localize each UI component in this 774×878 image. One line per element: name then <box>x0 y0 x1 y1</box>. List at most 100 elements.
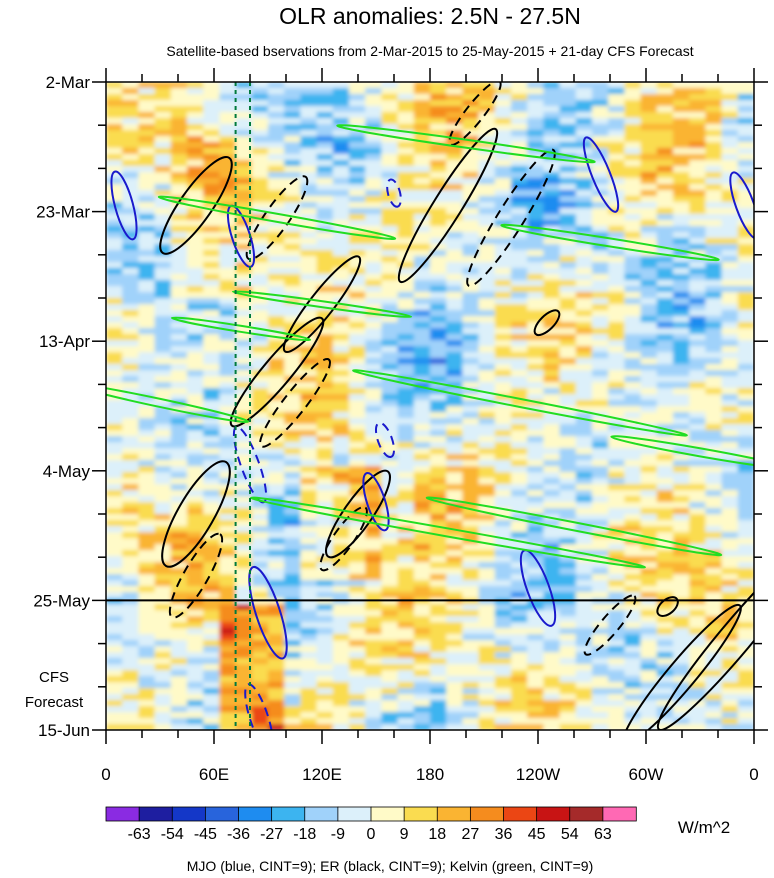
olr-cell <box>462 250 480 257</box>
olr-cell <box>705 178 723 185</box>
olr-cell <box>430 196 447 203</box>
olr-cell <box>494 610 512 617</box>
olr-cell <box>203 316 220 323</box>
olr-cell <box>575 472 593 479</box>
olr-cell <box>559 112 577 119</box>
olr-cell <box>494 88 512 95</box>
olr-cell <box>640 316 658 323</box>
olr-cell <box>154 310 172 317</box>
olr-cell <box>559 370 577 377</box>
olr-cell <box>251 232 269 239</box>
olr-cell <box>462 718 480 725</box>
olr-cell <box>203 184 220 191</box>
olr-cell <box>284 604 301 611</box>
olr-cell <box>446 496 463 503</box>
olr-cell <box>527 364 544 371</box>
olr-cell <box>689 88 706 95</box>
olr-cell <box>592 310 609 317</box>
olr-cell <box>721 556 739 563</box>
olr-cell <box>122 178 139 185</box>
olr-cell <box>187 664 204 671</box>
olr-cell <box>737 316 754 323</box>
olr-cell <box>203 256 220 263</box>
olr-cell <box>284 382 301 389</box>
olr-cell <box>511 298 528 305</box>
olr-cell <box>268 82 285 89</box>
colorbar-label: 18 <box>428 826 446 843</box>
olr-cell <box>462 328 480 335</box>
olr-cell <box>154 496 172 503</box>
olr-cell <box>575 688 593 695</box>
olr-cell <box>332 328 350 335</box>
olr-cell <box>397 694 415 701</box>
olr-cell <box>446 220 463 227</box>
olr-cell <box>592 436 609 443</box>
olr-cell <box>527 484 544 491</box>
olr-cell <box>381 670 399 677</box>
olr-cell <box>494 460 512 467</box>
olr-cell <box>170 196 188 203</box>
olr-cell <box>721 658 739 665</box>
olr-cell <box>575 454 593 461</box>
olr-cell <box>430 712 447 719</box>
olr-cell <box>365 604 382 611</box>
olr-cell <box>251 382 269 389</box>
olr-cell <box>478 286 496 293</box>
olr-cell <box>689 292 706 299</box>
olr-cell <box>673 664 690 671</box>
olr-cell <box>575 118 593 125</box>
olr-cell <box>608 478 625 485</box>
olr-cell <box>349 346 366 353</box>
olr-cell <box>170 694 188 701</box>
olr-cell <box>511 586 528 593</box>
olr-cell <box>656 274 674 281</box>
olr-cell <box>106 520 123 527</box>
olr-cell <box>154 124 172 131</box>
olr-cell <box>170 88 188 95</box>
olr-cell <box>365 568 382 575</box>
olr-cell <box>494 508 512 515</box>
olr-cell <box>446 400 463 407</box>
olr-cell <box>640 232 658 239</box>
olr-cell <box>381 406 399 413</box>
olr-cell <box>365 250 382 257</box>
olr-cell <box>575 616 593 623</box>
olr-cell <box>332 628 350 635</box>
olr-cell <box>673 262 690 269</box>
olr-cell <box>332 166 350 173</box>
olr-cell <box>543 316 561 323</box>
olr-cell <box>251 280 269 287</box>
olr-cell <box>430 478 447 485</box>
olr-cell <box>624 358 642 365</box>
olr-cell <box>187 556 204 563</box>
olr-cell <box>235 160 253 167</box>
olr-cell <box>332 454 350 461</box>
olr-cell <box>478 478 496 485</box>
olr-cell <box>381 676 399 683</box>
olr-cell <box>624 676 642 683</box>
olr-cell <box>187 532 204 539</box>
olr-cell <box>284 154 301 161</box>
olr-cell <box>187 394 204 401</box>
olr-cell <box>624 466 642 473</box>
olr-cell <box>187 154 204 161</box>
olr-cell <box>154 478 172 485</box>
olr-cell <box>608 508 625 515</box>
olr-cell <box>689 226 706 233</box>
olr-cell <box>559 670 577 677</box>
olr-cell <box>332 592 350 599</box>
olr-cell <box>494 256 512 263</box>
olr-cell <box>219 694 237 701</box>
olr-cell <box>106 376 123 383</box>
olr-cell <box>462 442 480 449</box>
olr-cell <box>122 520 139 527</box>
olr-cell <box>268 622 285 629</box>
olr-cell <box>138 106 156 113</box>
olr-cell <box>170 712 188 719</box>
olr-cell <box>430 664 447 671</box>
olr-cell <box>122 280 139 287</box>
olr-cell <box>462 532 480 539</box>
olr-cell <box>446 154 463 161</box>
olr-cell <box>349 412 366 419</box>
olr-cell <box>170 724 188 730</box>
